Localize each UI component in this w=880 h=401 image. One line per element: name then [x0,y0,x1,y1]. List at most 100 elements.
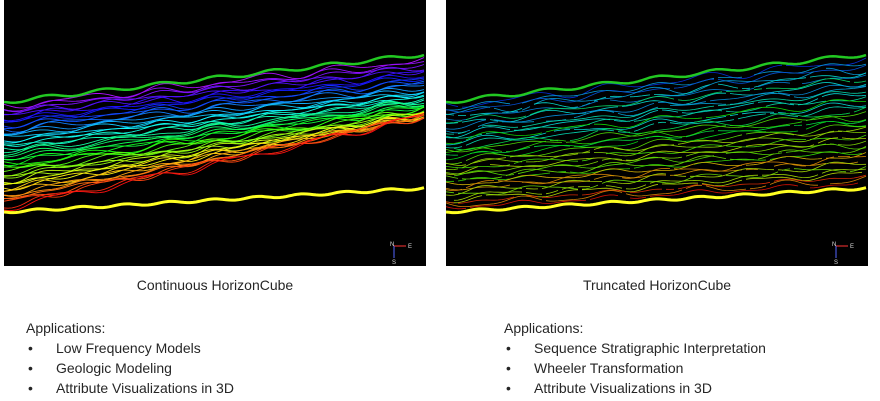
applications-list-continuous: Applications: • Low Frequency Models • Geo… [26,318,234,398]
bullet-icon: • [506,360,511,376]
horizon-cube-truncated-image: N E S [446,53,867,266]
horizon-line [617,106,659,116]
horizon-line [461,92,579,108]
horizon-line [673,161,806,172]
horizon-line [805,121,827,130]
horizon-line [4,91,425,137]
horizon-line [749,185,767,190]
horizon-line [521,105,715,128]
horizon-line [725,107,763,113]
horizon-line [677,184,699,190]
horizon-line [821,168,867,174]
horizon-line [729,92,791,105]
horizon-line [525,195,539,198]
horizon-line [593,96,607,102]
horizon-line [753,63,867,76]
horizon-line [461,118,487,123]
horizon-line [629,188,663,193]
horizon-line [745,156,823,166]
horizon-line [446,166,479,175]
horizon-line [629,94,651,98]
horizon-line [613,110,659,122]
horizon-line [773,163,827,167]
horizon-line [569,125,727,145]
horizon-line [513,118,611,131]
top-horizon-line [4,53,425,104]
horizon-line [826,67,867,76]
horizon-line [446,168,459,171]
bottom-horizon-line [4,186,425,215]
horizon-line [4,70,425,122]
horizon-line [770,113,799,117]
horizon-line [4,99,425,146]
horizon-line [685,184,702,189]
horizon-line [446,206,467,210]
horizon-line [529,96,675,116]
list-item: • Geologic Modeling [26,358,234,378]
horizon-line [446,141,463,145]
horizon-line [669,169,743,176]
list-item: • Attribute Visualizations in 3D [26,378,234,398]
compass-icon: N E S [390,242,412,266]
horizon-line [501,121,535,123]
compass-icon: N E S [832,242,854,266]
horizon-line [621,92,727,107]
compass-east-label: E [408,244,412,250]
horizon-line [785,57,867,67]
horizon-line [497,173,615,185]
bottom-horizon-line [446,186,867,215]
horizon-line [594,130,835,157]
horizon-line [661,182,699,185]
horizon-line [446,195,483,204]
bullet-icon: • [28,340,33,356]
horizon-line [469,157,507,165]
horizon-line [701,181,771,188]
horizon-line [633,109,723,122]
horizon-line [801,106,867,117]
horizon-line [829,121,867,127]
horizon-line [709,92,774,102]
horizon-line [773,174,867,182]
horizon-line [654,84,711,96]
horizon-line [625,189,683,197]
horizon-line [465,114,527,121]
horizon-line [677,131,843,145]
horizon-line [693,112,851,127]
horizon-line [730,121,803,129]
horizon-line [657,121,667,124]
horizon-line [545,190,559,195]
horizon-line [821,93,867,98]
bullet-icon: • [506,380,511,396]
horizon-line [649,174,759,184]
horizon-line [837,130,867,133]
horizon-line [829,143,867,150]
horizon-line [4,110,425,168]
horizon-line [549,139,567,142]
horizon-line [446,185,523,196]
horizon-line [593,115,703,129]
horizon-line [457,131,467,135]
list-item: • Low Frequency Models [26,338,234,358]
horizon-line [4,112,425,177]
horizon-line [513,147,531,152]
horizon-line [457,179,467,182]
horizon-line [657,101,707,105]
horizon-line [717,125,791,132]
horizon-line [753,88,763,91]
horizon-line [741,111,775,115]
horizon-line [785,143,827,153]
horizon-line [745,171,863,182]
horizon-line [489,146,743,168]
horizon-line [685,130,715,138]
horizon-line [717,76,743,79]
horizon-line [829,175,867,185]
horizon-line [625,184,647,190]
horizon-line [853,106,867,113]
horizon-line [765,102,786,107]
horizon-line [693,158,767,165]
horizon-line [805,115,867,123]
list-item: • Sequence Stratigraphic Interpretation [504,338,766,358]
horizon-line [446,141,639,161]
horizon-line [809,72,867,79]
horizon-line [573,110,615,119]
